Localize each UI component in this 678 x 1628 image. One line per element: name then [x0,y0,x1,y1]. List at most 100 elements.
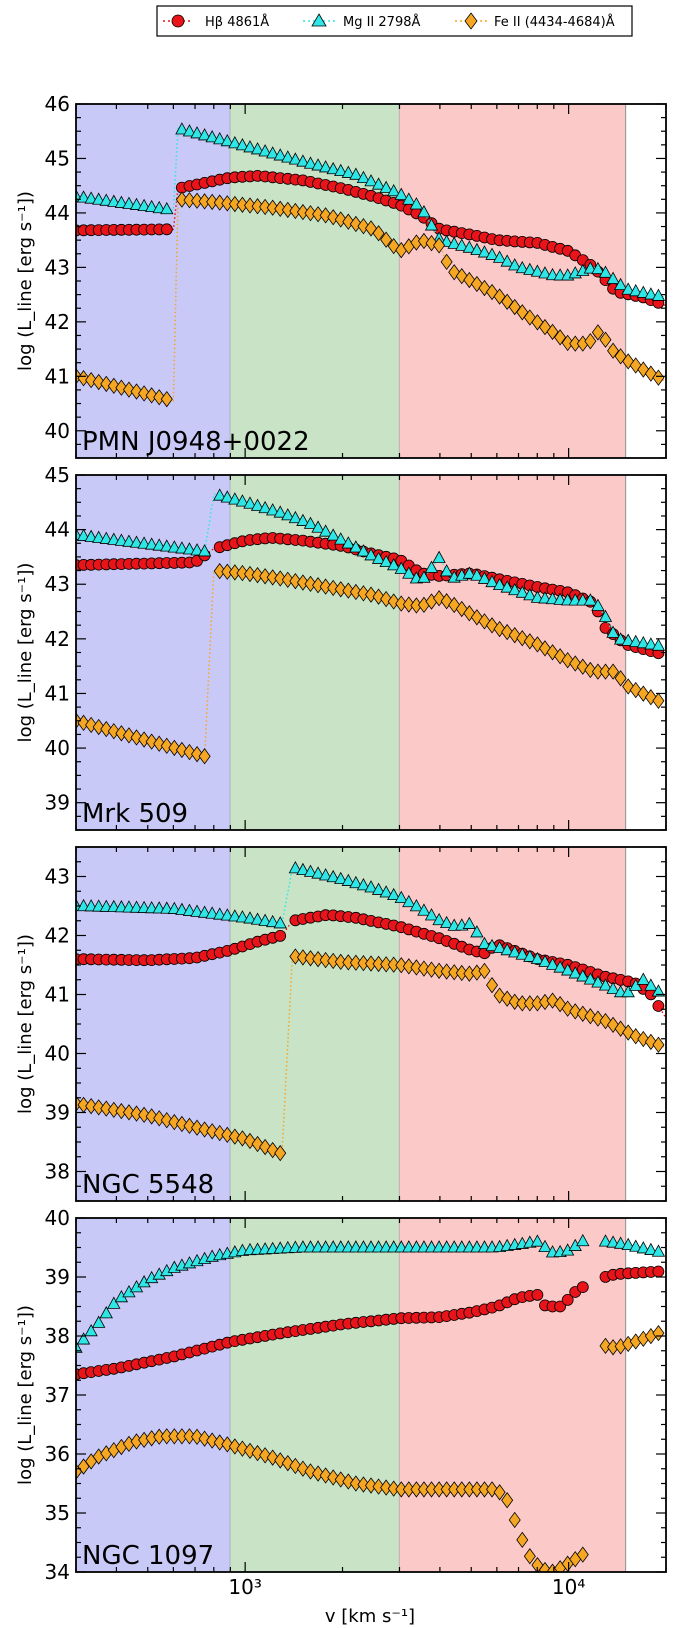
data-point-mgii [334,163,348,177]
data-point-mgii [334,871,348,884]
data-point-feii [357,1476,370,1493]
y-tick-label: 46 [45,92,70,116]
data-point-feii [652,1036,665,1053]
data-point-mgii [76,1332,91,1345]
data-point-mgii [576,1233,590,1247]
data-point-feii [236,564,249,582]
data-point-mgii [273,916,287,929]
data-point-mgii [568,966,582,979]
data-point-mgii [144,199,159,213]
data-point-feii [145,1108,158,1125]
data-point-mgii [629,1239,643,1252]
data-point-mgii [485,247,499,260]
data-point-feii [312,950,325,968]
data-point-mgii [318,160,333,173]
data-point-feii [327,579,340,597]
data-point-mgii [545,957,560,970]
data-point-feii [599,331,612,348]
data-point-mgii [144,537,159,550]
data-point-feii [213,562,226,580]
y-tick-label: 37 [45,1383,70,1407]
data-point-feii [289,572,302,590]
y-tick-label: 39 [45,791,70,815]
legend: Hβ 4861Å Mg II 2798Å Fe II (4434-4684)Å [156,5,633,37]
y-tick-label: 38 [45,1324,70,1348]
data-point-mgii [500,580,514,593]
data-point-feii [508,1511,521,1529]
data-point-feii [206,193,219,211]
data-point-feii [243,565,256,583]
data-point-mgii [129,535,144,548]
data-point-mgii [107,532,121,545]
data-point-mgii [598,978,613,991]
data-point-mgii [432,912,446,926]
data-point-mgii [591,598,605,611]
data-point-feii [85,371,98,389]
data-point-feii [478,962,491,980]
data-point-mgii [636,635,650,649]
data-point-feii [538,1561,551,1572]
data-point-mgii [606,1235,620,1248]
data-point-mgii [553,960,567,973]
y-tick-label: 39 [45,1101,70,1125]
data-point-feii [221,563,234,580]
data-point-mgii [538,266,552,279]
data-point-mgii [296,862,310,876]
data-point-mgii [129,197,144,210]
x-tick-label: 10³ [228,1575,261,1599]
data-point-mgii [644,978,658,991]
data-point-feii [365,220,377,237]
data-point-feii [183,192,196,209]
data-point-feii [576,1546,589,1563]
data-point-feii [228,1128,241,1145]
data-point-feii [115,725,128,742]
data-point-mgii [152,538,166,551]
data-point-feii [652,1324,665,1342]
data-point-mgii [470,925,484,938]
data-point-mgii [364,880,378,893]
data-point-feii [168,739,181,757]
data-point-feii [259,568,272,585]
data-point-feii [107,377,120,395]
y-axis-label: log (L_line [erg s⁻¹]) [15,934,36,1114]
data-point-mgii [371,882,386,895]
data-point-mgii [114,533,129,546]
data-point-mgii [197,905,212,918]
data-point-mgii [598,609,613,622]
data-point-mgii [205,906,219,919]
data-point-feii [160,737,173,754]
data-point-feii [486,617,499,634]
data-point-feii [342,213,355,230]
data-point-mgii [205,130,219,143]
data-point-mgii [318,868,333,881]
data-point-mgii [258,144,272,157]
data-point-feii [138,385,151,402]
data-point-feii [365,955,377,972]
data-point-feii [440,253,453,271]
data-point-feii [516,1531,529,1549]
data-point-feii [183,1428,196,1445]
data-point-feii [274,200,287,218]
data-point-mgii [485,938,499,952]
data-point-mgii [175,122,189,135]
legend-box [156,5,633,37]
data-point-feii [296,574,309,591]
data-point-mgii [341,165,355,178]
data-point-mgii [462,566,477,579]
data-point-mgii [296,154,310,167]
data-point-feii [486,976,499,994]
data-point-mgii [387,558,401,571]
data-point-mgii [455,238,469,251]
data-point-feii [281,571,294,588]
legend-label-feii: Fe II (4434-4684)Å [494,14,615,30]
data-point-mgii [560,963,575,976]
series-feii [76,191,666,408]
data-point-mgii [651,984,666,997]
data-point-feii [342,954,355,971]
data-point-feii [319,951,332,969]
data-point-mgii [371,177,386,190]
data-point-feii [576,1005,589,1022]
data-point-feii [304,575,317,593]
region-blue [76,847,231,1201]
data-point-feii [213,1434,226,1451]
